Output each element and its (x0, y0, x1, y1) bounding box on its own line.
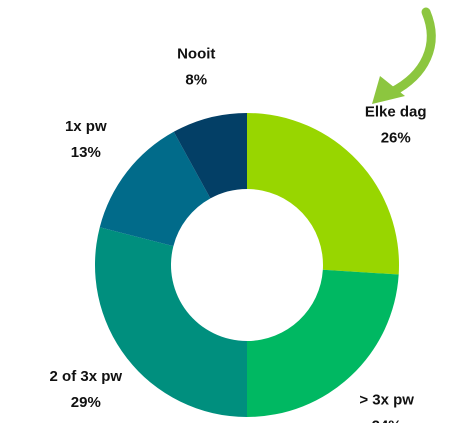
donut-slice (99, 131, 211, 247)
slice-value-label: 8% (185, 71, 207, 88)
slice-value-label: 24% (372, 418, 402, 423)
donut-slice (247, 269, 399, 417)
slice-value-label: 13% (71, 144, 101, 161)
donut-slice (247, 113, 399, 275)
slice-value-label: 29% (71, 394, 101, 411)
slice-value-label: 26% (381, 129, 411, 146)
slice-label: 1x pw (65, 118, 107, 135)
slice-label: Elke dag (365, 103, 427, 120)
decorative-arrow (372, 7, 436, 104)
donut-slice (173, 113, 247, 199)
slice-label: 2 of 3x pw (50, 368, 123, 385)
donut-slice (94, 227, 247, 417)
slice-label: > 3x pw (359, 392, 414, 409)
slice-label: Nooit (177, 45, 215, 62)
